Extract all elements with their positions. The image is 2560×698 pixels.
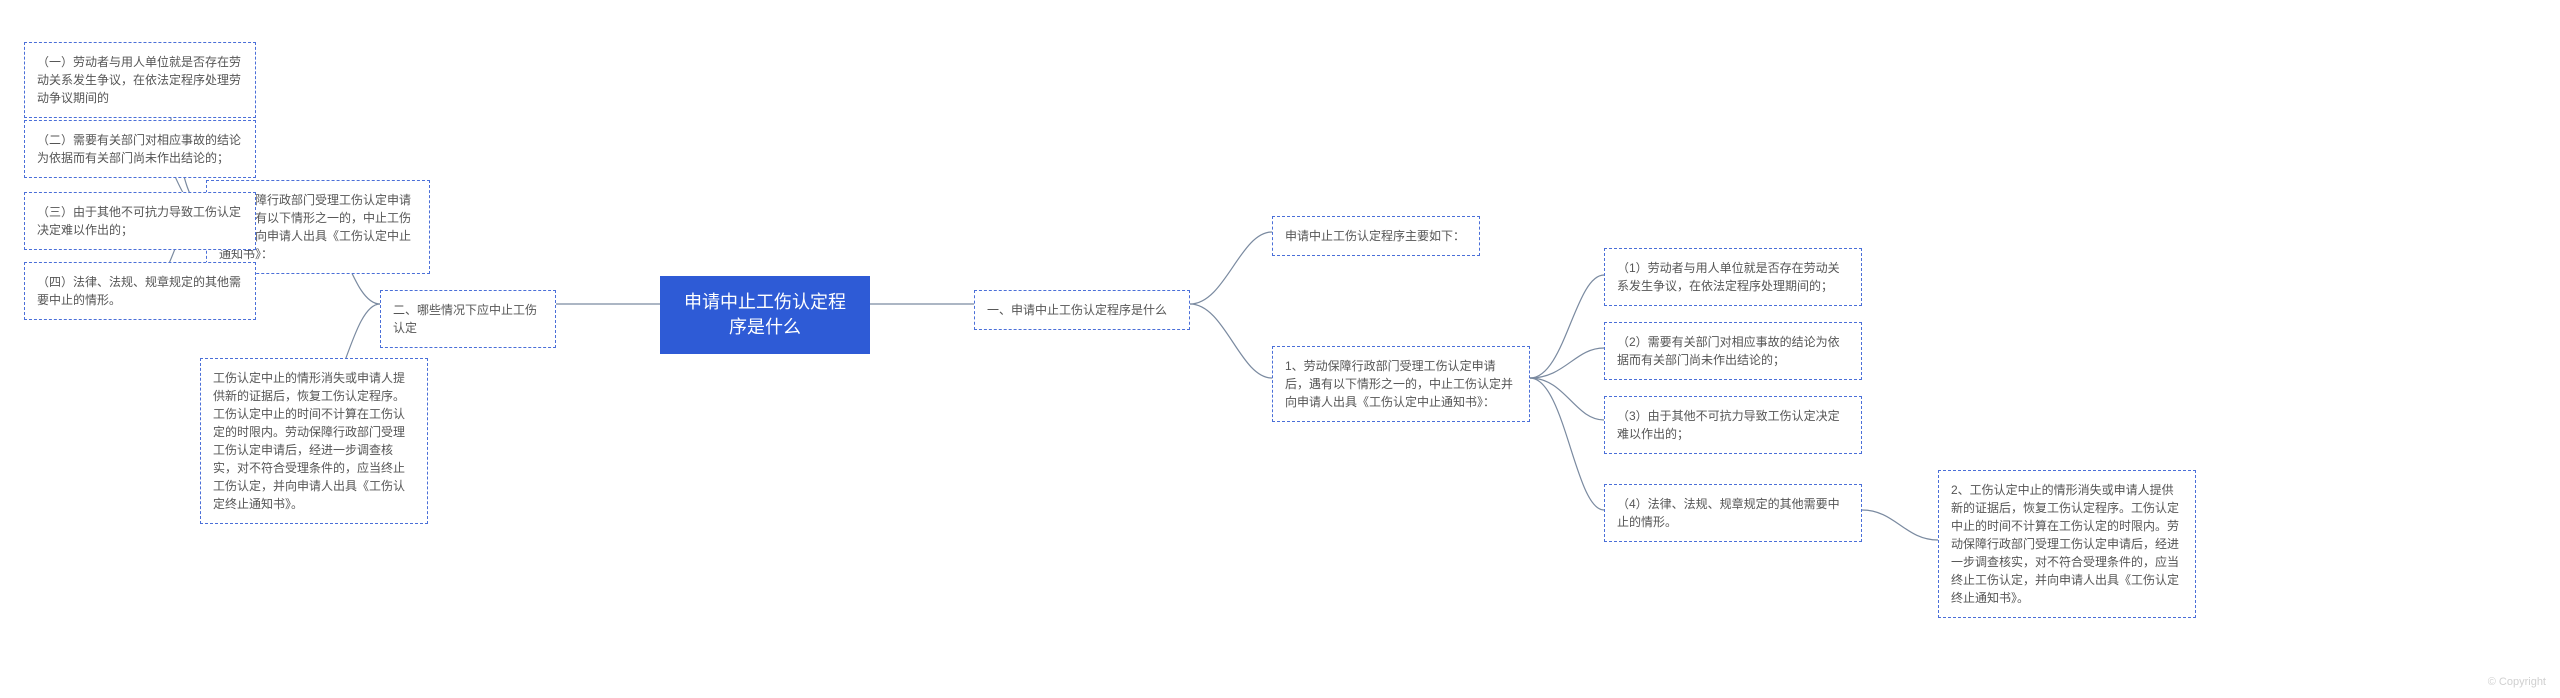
- right-item-1: （1）劳动者与用人单位就是否存在劳动关系发生争议，在依法定程序处理期间的；: [1604, 248, 1862, 306]
- right-group2-text: 2、工伤认定中止的情形消失或申请人提供新的证据后，恢复工伤认定程序。工伤认定中止…: [1951, 483, 2179, 605]
- left-branch: 二、哪些情况下应中止工伤认定: [380, 290, 556, 348]
- copyright-legend: © Copyright: [2488, 676, 2546, 688]
- right-branch-label: 一、申请中止工伤认定程序是什么: [987, 303, 1167, 317]
- left-item-4: （四）法律、法规、规章规定的其他需要中止的情形。: [24, 262, 256, 320]
- root-title: 申请中止工伤认定程序是什么: [682, 290, 848, 340]
- right-item-4-text: （4）法律、法规、规章规定的其他需要中止的情形。: [1617, 497, 1840, 529]
- right-group1-header-text: 1、劳动保障行政部门受理工伤认定申请后，遇有以下情形之一的，中止工伤认定并向申请…: [1285, 359, 1513, 409]
- right-branch: 一、申请中止工伤认定程序是什么: [974, 290, 1190, 330]
- legend-text: © Copyright: [2488, 676, 2546, 688]
- right-item-3: （3）由于其他不可抗力导致工伤认定决定难以作出的；: [1604, 396, 1862, 454]
- left-item-3-text: （三）由于其他不可抗力导致工伤认定决定难以作出的；: [37, 205, 241, 237]
- right-item-2-text: （2）需要有关部门对相应事故的结论为依据而有关部门尚未作出结论的；: [1617, 335, 1840, 367]
- right-header-text: 申请中止工伤认定程序主要如下：: [1285, 229, 1465, 243]
- right-group2: 2、工伤认定中止的情形消失或申请人提供新的证据后，恢复工伤认定程序。工伤认定中止…: [1938, 470, 2196, 618]
- left-item-1: （一）劳动者与用人单位就是否存在劳动关系发生争议，在依法定程序处理劳动争议期间的: [24, 42, 256, 118]
- left-branch-label: 二、哪些情况下应中止工伤认定: [393, 303, 537, 335]
- right-item-4: （4）法律、法规、规章规定的其他需要中止的情形。: [1604, 484, 1862, 542]
- left-item-1-text: （一）劳动者与用人单位就是否存在劳动关系发生争议，在依法定程序处理劳动争议期间的: [37, 55, 241, 105]
- right-header: 申请中止工伤认定程序主要如下：: [1272, 216, 1480, 256]
- right-item-2: （2）需要有关部门对相应事故的结论为依据而有关部门尚未作出结论的；: [1604, 322, 1862, 380]
- root-node: 申请中止工伤认定程序是什么: [660, 276, 870, 354]
- left-group2-text: 工伤认定中止的情形消失或申请人提供新的证据后，恢复工伤认定程序。工伤认定中止的时…: [213, 371, 405, 511]
- left-item-2: （二）需要有关部门对相应事故的结论为依据而有关部门尚未作出结论的；: [24, 120, 256, 178]
- left-item-4-text: （四）法律、法规、规章规定的其他需要中止的情形。: [37, 275, 241, 307]
- left-group2: 工伤认定中止的情形消失或申请人提供新的证据后，恢复工伤认定程序。工伤认定中止的时…: [200, 358, 428, 524]
- right-item-3-text: （3）由于其他不可抗力导致工伤认定决定难以作出的；: [1617, 409, 1840, 441]
- left-item-3: （三）由于其他不可抗力导致工伤认定决定难以作出的；: [24, 192, 256, 250]
- right-group1-header: 1、劳动保障行政部门受理工伤认定申请后，遇有以下情形之一的，中止工伤认定并向申请…: [1272, 346, 1530, 422]
- right-item-1-text: （1）劳动者与用人单位就是否存在劳动关系发生争议，在依法定程序处理期间的；: [1617, 261, 1840, 293]
- left-item-2-text: （二）需要有关部门对相应事故的结论为依据而有关部门尚未作出结论的；: [37, 133, 241, 165]
